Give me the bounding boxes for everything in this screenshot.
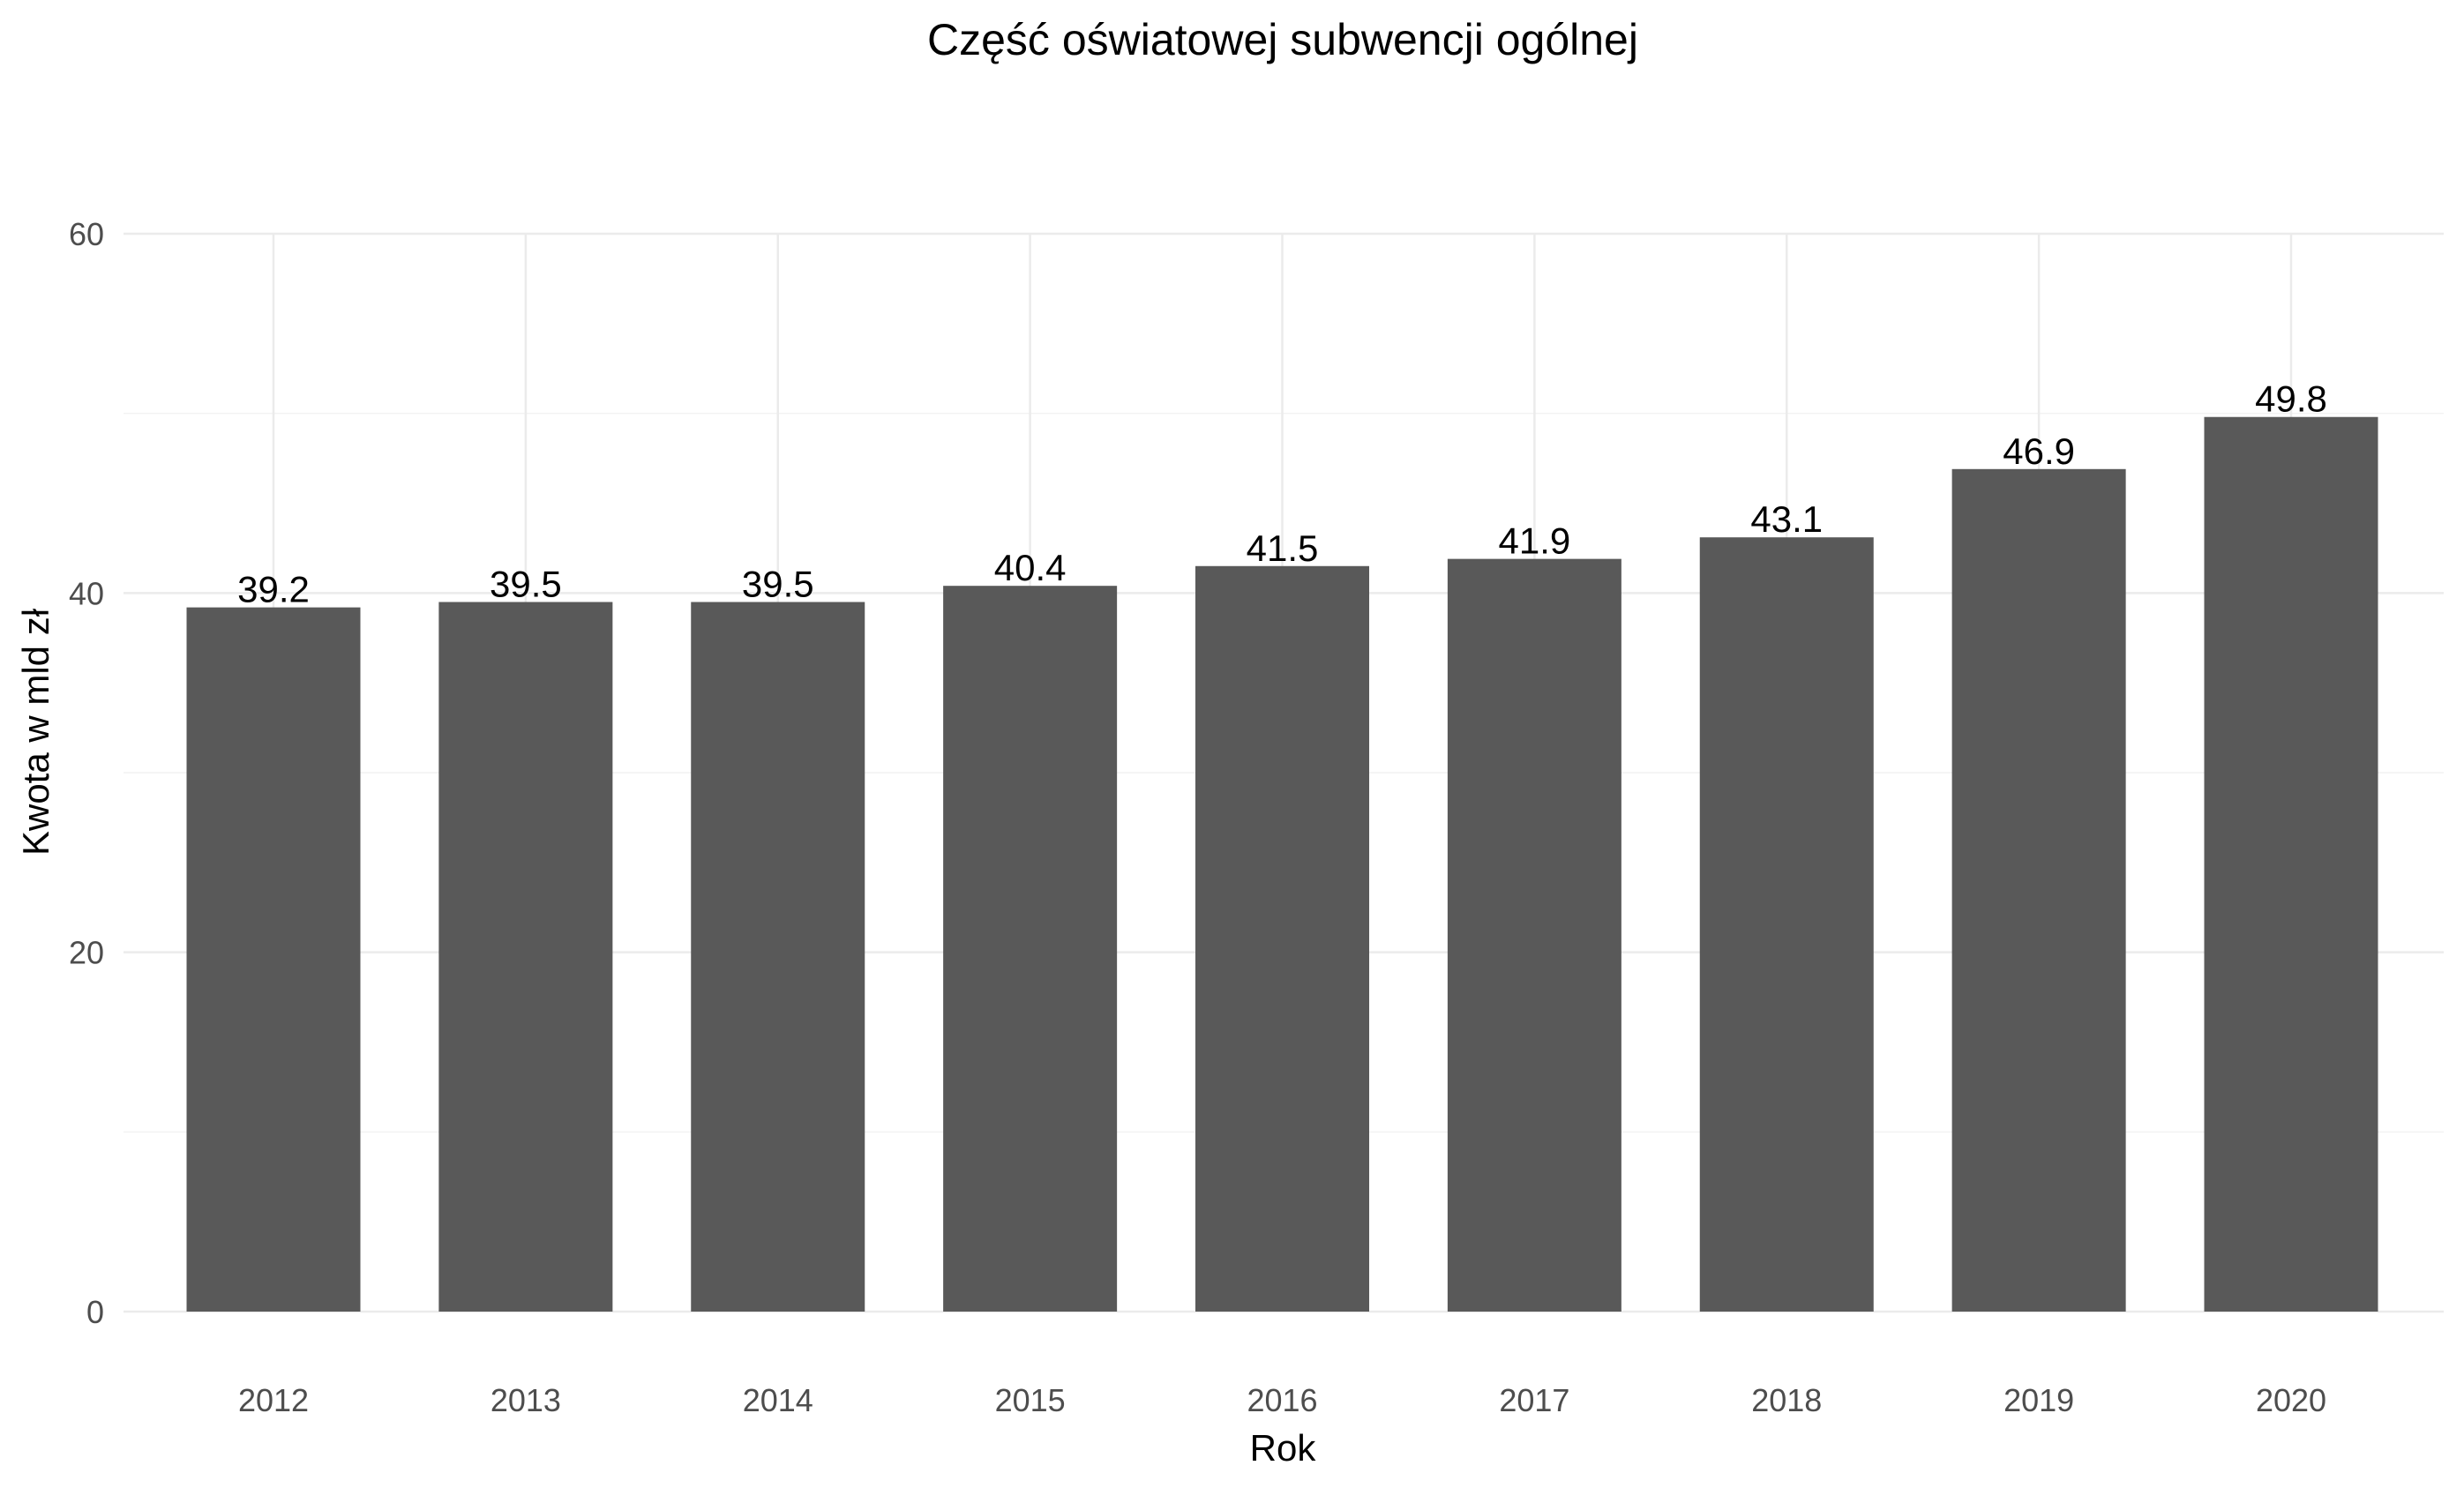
- data-label-2020: 49.8: [2255, 378, 2327, 420]
- bar-2013: [438, 602, 613, 1312]
- y-tick-label: 40: [69, 575, 104, 611]
- chart-title: Część oświatowej subwencji ogólnej: [927, 15, 1638, 64]
- bar-2018: [1699, 537, 1874, 1312]
- x-tick-label: 2016: [1247, 1382, 1317, 1418]
- bar-2014: [691, 602, 865, 1312]
- y-tick-label: 0: [86, 1294, 104, 1330]
- bars-layer: [186, 416, 2378, 1312]
- data-label-2015: 40.4: [994, 547, 1067, 588]
- data-label-2013: 39.5: [490, 564, 562, 605]
- x-tick-label: 2017: [1499, 1382, 1569, 1418]
- x-tick-label: 2013: [491, 1382, 561, 1418]
- bar-2020: [2204, 416, 2378, 1312]
- data-label-2014: 39.5: [742, 564, 814, 605]
- bar-2012: [186, 607, 361, 1312]
- x-tick-label: 2019: [2003, 1382, 2074, 1418]
- x-tick-label: 2014: [743, 1382, 813, 1418]
- data-label-2012: 39.2: [237, 569, 310, 610]
- x-axis-title: Rok: [1250, 1427, 1317, 1469]
- x-tick-label: 2018: [1751, 1382, 1822, 1418]
- x-tick-label: 2012: [238, 1382, 309, 1418]
- bar-2015: [943, 586, 1118, 1312]
- bar-2016: [1195, 565, 1369, 1312]
- data-label-2019: 46.9: [2003, 430, 2075, 472]
- x-tick-label: 2015: [995, 1382, 1066, 1418]
- y-tick-label: 20: [69, 935, 104, 971]
- y-axis-ticks: 0 20 40 60: [69, 216, 104, 1330]
- x-axis-ticks: 2012 2013 2014 2015 2016 2017 2018 2019 2020: [238, 1382, 2326, 1418]
- data-labels-layer: 39.2 39.5 39.5 40.4 41.5 41.9 43.1 46.9 49.8: [237, 378, 2327, 610]
- y-axis-title: Kwota w mld zł: [15, 608, 56, 856]
- bar-2019: [1951, 468, 2126, 1312]
- bar-2017: [1447, 558, 1621, 1312]
- y-tick-label: 60: [69, 216, 104, 252]
- data-label-2017: 41.9: [1499, 520, 1571, 562]
- data-label-2018: 43.1: [1750, 498, 1823, 540]
- x-tick-label: 2020: [2256, 1382, 2326, 1418]
- data-label-2016: 41.5: [1247, 527, 1319, 569]
